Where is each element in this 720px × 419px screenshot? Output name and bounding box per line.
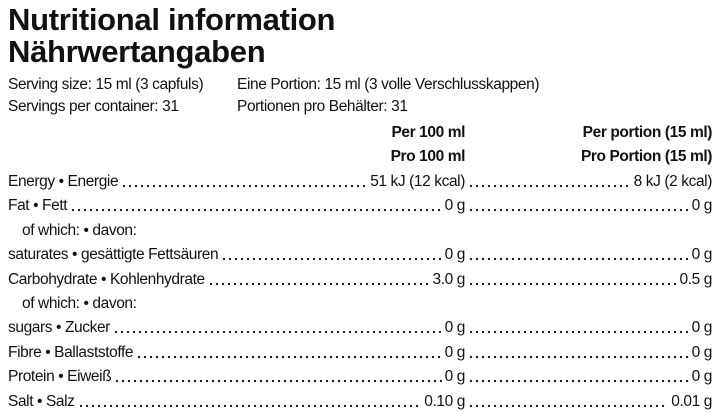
cell: 8 kJ (2 kcal) <box>465 172 712 192</box>
cell: saturates • gesättigte Fettsäuren 0 g <box>8 245 465 265</box>
leader <box>468 172 631 188</box>
nutrient-label: of which: • davon: <box>22 295 137 312</box>
nutrition-row: Energy • Energie 51 kJ (12 kcal) 8 kJ (2 k… <box>8 172 712 192</box>
leader <box>468 342 689 359</box>
nutrition-row: of which: • davon: <box>8 294 712 314</box>
leader <box>136 342 442 359</box>
value-per-portion: 0 g <box>691 368 713 386</box>
cell: of which: • davon: <box>8 221 465 241</box>
cell: 0 g <box>465 196 712 216</box>
leader <box>468 367 689 384</box>
nutrient-label: Salt • Salz <box>8 392 75 410</box>
nutrition-row: sugars • Zucker 0 g 0 g <box>8 318 712 338</box>
cell: 0 g <box>465 245 712 265</box>
cell: of which: • davon: <box>8 294 465 314</box>
cell: 0 g <box>465 318 712 338</box>
value-per-100: 0.10 g <box>424 392 465 410</box>
leader <box>468 269 677 286</box>
nutrient-label: Protein • Eiweiß <box>8 368 112 386</box>
value-per-100: 3.0 g <box>432 270 466 288</box>
nutrition-row: of which: • davon: <box>8 221 712 241</box>
leader <box>121 172 368 188</box>
nutrition-row: Fibre • Ballaststoffe 0 g 0 g <box>8 342 713 363</box>
leader <box>468 318 689 335</box>
nutrition-row: Carbohydrate • Kohlenhydrate 3.0 g 0.5 g <box>8 269 713 290</box>
nutrient-label: Carbohydrate • Kohlenhydrate <box>8 270 205 288</box>
nutrition-row: saturates • gesättigte Fettsäuren 0 g 0 g <box>8 245 712 265</box>
value-per-100: 0 g <box>444 246 466 264</box>
nutrient-label: Energy • Energie <box>8 173 119 190</box>
leader <box>70 196 442 213</box>
leader <box>468 196 689 213</box>
serving-info: Servings per container: 31 <box>8 98 179 115</box>
cell: 0.01 g <box>465 391 712 412</box>
cell: Protein • Eiweiß 0 g <box>8 367 465 387</box>
title: Nährwertangaben <box>8 34 266 69</box>
nutrition-row: Protein • Eiweiß 0 g 0 g <box>8 367 712 387</box>
value-per-portion: 0.5 g <box>679 270 713 288</box>
cell: Fat • Fett 0 g <box>8 196 465 216</box>
cell: 0 g <box>465 367 712 387</box>
cell: 0.5 g <box>465 269 713 290</box>
serving-info: Eine Portion: 15 ml (3 volle Verschlussk… <box>237 76 540 93</box>
serving-info: Portionen pro Behälter: 31 <box>237 98 408 115</box>
leader <box>114 367 442 384</box>
column-header: Per portion (15 ml) <box>582 124 713 141</box>
leader <box>112 318 442 335</box>
cell: Energy • Energie 51 kJ (12 kcal) <box>8 172 465 192</box>
column-header: Per 100 ml <box>391 124 465 141</box>
leader <box>77 391 422 408</box>
column-header: Pro Portion (15 ml) <box>580 148 712 165</box>
value-per-100: 0 g <box>444 343 466 361</box>
leader <box>468 391 669 408</box>
nutrient-label: saturates • gesättigte Fettsäuren <box>8 246 219 264</box>
value-per-100: 0 g <box>444 368 466 386</box>
cell: 0 g <box>465 342 713 363</box>
value-per-100: 51 kJ (12 kcal) <box>370 173 465 190</box>
nutrition-row: Salt • Salz 0.10 g 0.01 g <box>8 391 712 412</box>
value-per-portion: 8 kJ (2 kcal) <box>633 173 713 190</box>
leader <box>207 269 430 286</box>
cell: Salt • Salz 0.10 g <box>8 391 465 412</box>
leader <box>221 245 442 262</box>
value-per-portion: 0 g <box>691 246 713 264</box>
title: Nutritional information <box>8 2 336 37</box>
serving-info: Serving size: 15 ml (3 capfuls) <box>8 76 204 93</box>
value-per-portion: 0 g <box>691 343 713 361</box>
cell: Fibre • Ballaststoffe 0 g <box>8 342 466 363</box>
cell: Carbohydrate • Kohlenhydrate 3.0 g <box>8 269 466 290</box>
value-per-portion: 0 g <box>691 197 713 215</box>
value-per-portion: 0 g <box>691 319 713 337</box>
column-header: Pro 100 ml <box>390 148 466 165</box>
nutrition-row: Fat • Fett 0 g 0 g <box>8 196 712 216</box>
nutrient-label: Fat • Fett <box>8 197 68 215</box>
nutrient-label: sugars • Zucker <box>8 319 110 337</box>
value-per-100: 0 g <box>444 319 466 337</box>
value-per-portion: 0.01 g <box>671 392 712 410</box>
cell: sugars • Zucker 0 g <box>8 318 465 338</box>
leader <box>468 245 689 262</box>
value-per-100: 0 g <box>444 197 466 215</box>
nutrient-label: Fibre • Ballaststoffe <box>8 343 134 361</box>
nutrient-label: of which: • davon: <box>22 221 137 239</box>
